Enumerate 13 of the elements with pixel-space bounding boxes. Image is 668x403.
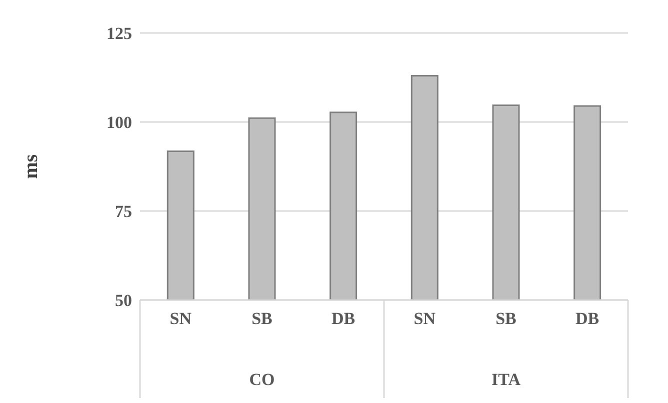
x-tick-label: SB (496, 309, 516, 328)
text: CO (249, 370, 275, 389)
y-axis-title: ms (20, 154, 42, 179)
y-tick-label: 125 (106, 24, 132, 44)
x-tick-label: DB (576, 309, 600, 328)
x-tick-label: SN (414, 309, 436, 328)
x-tick-label: SB (252, 309, 272, 328)
y-tick-label: 50 (115, 291, 132, 310)
y-tick-label: 75 (115, 202, 132, 222)
text: ITA (492, 370, 522, 389)
x-tick-label: DB (332, 309, 356, 328)
x-tick-label: SN (170, 309, 192, 328)
y-tick-label: 100 (106, 113, 132, 132)
